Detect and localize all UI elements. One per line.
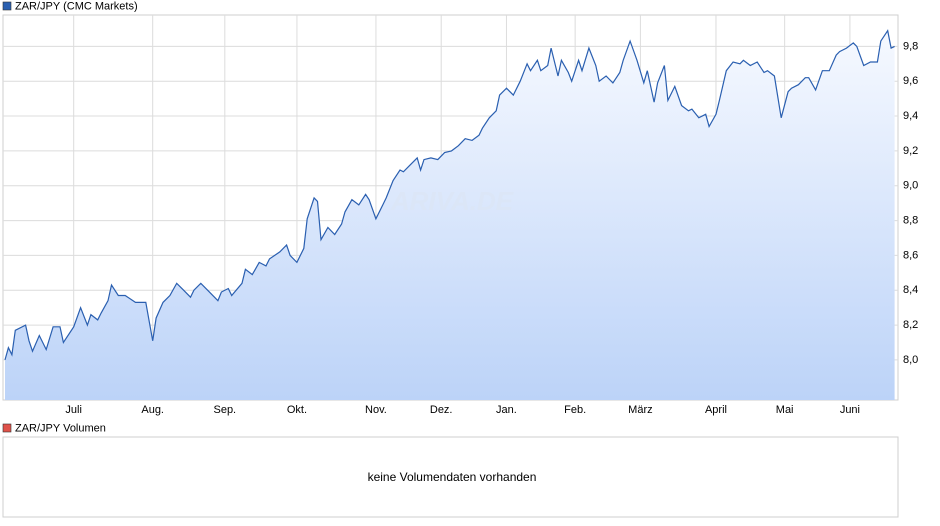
x-tick-label: März [628, 404, 652, 416]
legend-swatch [2, 1, 12, 11]
legend-label: ZAR/JPY (CMC Markets) [15, 0, 138, 12]
y-tick-label: 8,0 [903, 354, 918, 366]
x-tick-label: Feb. [564, 404, 586, 416]
area [5, 30, 895, 400]
y-tick-label: 8,4 [903, 284, 918, 296]
x-tick-label: Sep. [213, 404, 236, 416]
y-tick-label: 9,4 [903, 110, 918, 122]
marks [4, 29, 895, 400]
x-tick-label: Jan. [496, 404, 517, 416]
volume-message: keine Volumendaten vorhanden [368, 470, 537, 484]
volume-legend-label: ZAR/JPY Volumen [15, 422, 106, 434]
x-tick-label: Juni [840, 404, 860, 416]
x-tick-label: Okt. [287, 404, 307, 416]
y-tick-label: 9,2 [903, 145, 918, 157]
x-tick-label: Mai [776, 404, 794, 416]
line [4, 29, 895, 361]
x-tick-label: Aug. [141, 404, 164, 416]
y-tick-label: 9,0 [903, 180, 918, 192]
legend-swatch [2, 423, 12, 433]
y-tick-label: 8,8 [903, 214, 918, 226]
y-tick-label: 8,2 [903, 319, 918, 331]
y-tick-label: 8,6 [903, 249, 918, 261]
volume-frame [2, 436, 899, 518]
y-tick-label: 9,8 [903, 40, 918, 52]
x-tick-label: April [705, 404, 727, 416]
x-tick-label: Nov. [365, 404, 387, 416]
watermark: ARIVA.DE [390, 186, 514, 216]
y-tick-label: 9,6 [903, 75, 918, 87]
x-tick-label: Juli [65, 404, 82, 416]
x-tick-label: Dez. [430, 404, 453, 416]
